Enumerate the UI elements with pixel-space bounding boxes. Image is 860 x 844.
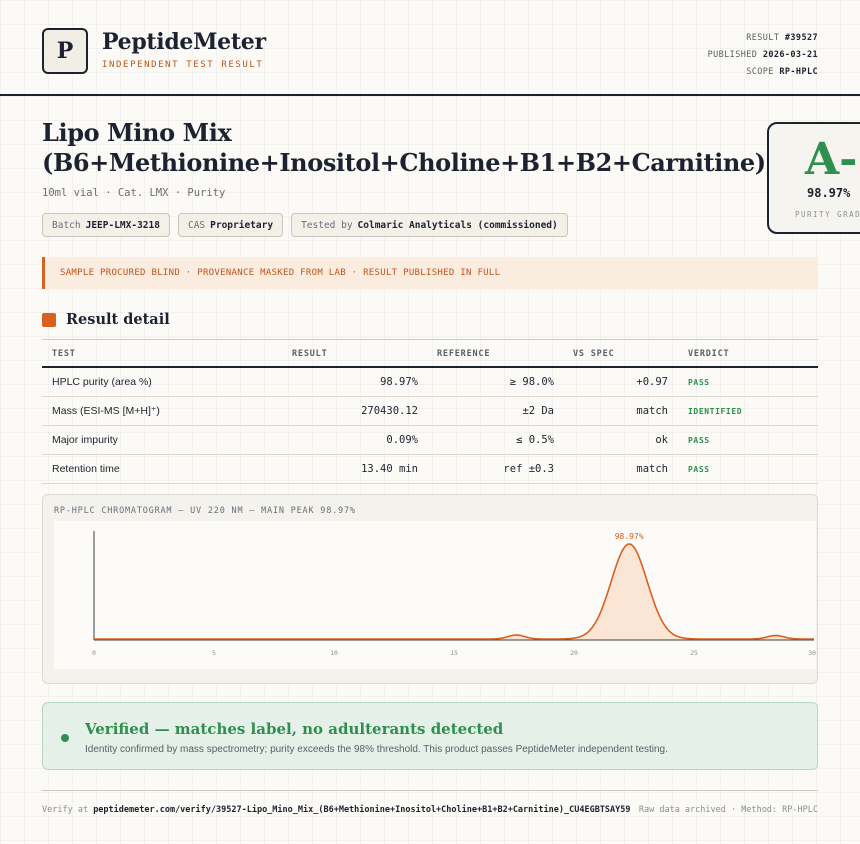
product-title: Lipo Mino Mix (B6+Methionine+Inositol+Ch…	[42, 118, 766, 178]
cell-vs-spec: match	[636, 405, 668, 417]
cell-verdict: PASS	[688, 436, 710, 445]
table-row: Retention time 13.40 min ref ±0.3 match …	[42, 455, 818, 484]
product-title-line-2: (B6+Methionine+Inositol+Choline+B1+B2+Ca…	[42, 148, 766, 177]
report-header: P PeptideMeter INDEPENDENT TEST RESULT R…	[0, 0, 860, 96]
verify-prefix: Verify at	[42, 805, 89, 815]
peak-label: 98.97%	[615, 532, 644, 541]
cell-test: Major impurity	[52, 434, 118, 446]
meta-published: PUBLISHED 2026-03-21	[707, 50, 818, 60]
cell-verdict: IDENTIFIED	[688, 407, 743, 416]
result-meta: RESULT #39527 PUBLISHED 2026-03-21 SCOPE…	[708, 30, 818, 81]
col-test: TEST	[52, 349, 76, 359]
footer: Verify at peptidemeter.com/verify/39527-…	[42, 790, 818, 815]
logo: P	[42, 28, 88, 74]
x-tick-label: 5	[212, 649, 216, 657]
cell-vs-spec: match	[636, 463, 668, 475]
cell-test: Mass (ESI-MS [M+H]⁺)	[52, 405, 160, 417]
chromatogram-chart: 0 5 10 15 20 25 30m 98.97%	[92, 531, 820, 657]
table-row: Mass (ESI-MS [M+H]⁺) 270430.12 ±2 Da mat…	[42, 397, 818, 426]
x-tick-label: 30m	[808, 649, 816, 657]
grade-purity: 98.97%	[807, 186, 851, 200]
chromatogram-area	[94, 544, 814, 640]
chromatogram-plot-area: 0 5 10 15 20 25 30m 98.97%	[54, 521, 820, 669]
section-title: Result detail	[66, 311, 170, 328]
col-verdict: VERDICT	[688, 349, 730, 359]
x-tick-label: 0	[92, 649, 96, 657]
section-heading: Result detail	[42, 311, 170, 328]
cell-reference: ref ±0.3	[503, 463, 554, 475]
x-tick-label: 20	[570, 649, 578, 657]
cell-result: 0.09%	[386, 434, 418, 446]
table-row: Major impurity 0.09% ≤ 0.5% ok PASS	[42, 426, 818, 455]
verified-title: Verified — matches label, no adulterants…	[85, 720, 504, 738]
grade-label: PURITY GRADE	[795, 210, 860, 219]
cell-verdict: PASS	[688, 465, 710, 474]
cell-test: Retention time	[52, 463, 120, 475]
result-table: TEST RESULT REFERENCE VS SPEC VERDICT HP…	[42, 339, 818, 484]
verified-dot-icon	[61, 734, 69, 742]
chromatogram-title: RP-HPLC CHROMATOGRAM — UV 220 NM — MAIN …	[54, 506, 356, 516]
blind-sample-notice: SAMPLE PROCURED BLIND · PROVENANCE MASKE…	[42, 257, 818, 289]
product-chips: Batch JEEP-LMX-3218 CAS Proprietary Tested…	[42, 213, 568, 237]
col-result: RESULT	[292, 349, 328, 359]
brand-tagline: INDEPENDENT TEST RESULT	[102, 60, 264, 70]
verified-text: Identity confirmed by mass spectrometry;…	[85, 744, 668, 755]
cell-vs-spec: ok	[655, 434, 668, 446]
grade-letter: A-	[805, 134, 858, 185]
col-reference: REFERENCE	[437, 349, 491, 359]
cell-reference: ≥ 98.0%	[509, 376, 554, 388]
cell-verdict: PASS	[688, 378, 710, 387]
verified-banner: Verified — matches label, no adulterants…	[42, 702, 818, 770]
meta-scope: SCOPE RP-HPLC	[746, 67, 818, 77]
verify-link[interactable]: peptidemeter.com/verify/39527-Lipo_Mino_…	[93, 805, 631, 815]
cell-result: 270430.12	[361, 405, 418, 417]
cell-reference: ±2 Da	[522, 405, 554, 417]
cell-reference: ≤ 0.5%	[516, 434, 554, 446]
cell-vs-spec: +0.97	[636, 376, 668, 388]
x-tick-label: 10	[330, 649, 338, 657]
cell-result: 13.40 min	[361, 463, 418, 475]
x-tick-label: 15	[450, 649, 458, 657]
chromatogram-series-line	[94, 543, 814, 640]
product-title-line-1: Lipo Mino Mix	[42, 118, 232, 147]
verify-line: Verify at peptidemeter.com/verify/39527-…	[42, 805, 631, 815]
logo-letter: P	[56, 38, 74, 64]
footer-method: Raw data archived · Method: RP-HPLC	[638, 805, 818, 815]
grade-card: A- 98.97% PURITY GRADE	[767, 122, 860, 234]
col-vs-spec: VS SPEC	[573, 349, 615, 359]
x-tick-label: 25	[690, 649, 698, 657]
chromatogram-panel: RP-HPLC CHROMATOGRAM — UV 220 NM — MAIN …	[42, 494, 820, 684]
section-marker-icon	[42, 312, 56, 327]
cell-test: HPLC purity (area %)	[52, 376, 152, 388]
tested-by-chip: Tested by Colmaric Analyticals (commissio…	[291, 213, 568, 237]
table-row: HPLC purity (area %) 98.97% ≥ 98.0% +0.9…	[42, 368, 818, 397]
table-header: TEST RESULT REFERENCE VS SPEC VERDICT	[42, 339, 818, 368]
meta-result: RESULT #39527	[746, 33, 818, 43]
product-subtitle: 10ml vial · Cat. LMX · Purity	[42, 187, 226, 199]
brand-name: PeptideMeter	[102, 29, 266, 55]
batch-chip: Batch JEEP-LMX-3218	[42, 213, 170, 237]
cell-result: 98.97%	[380, 376, 418, 388]
cas-chip: CAS Proprietary	[177, 213, 284, 237]
